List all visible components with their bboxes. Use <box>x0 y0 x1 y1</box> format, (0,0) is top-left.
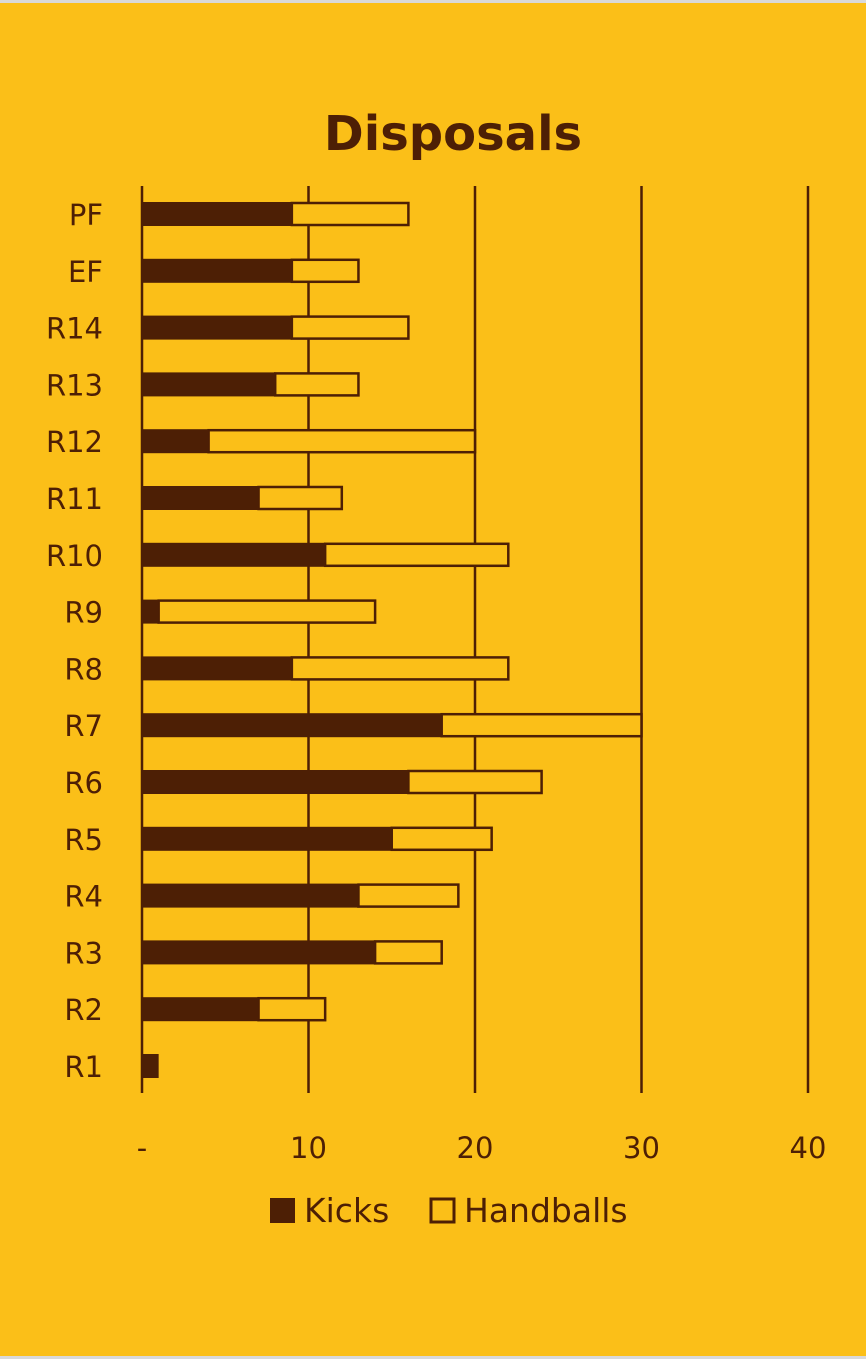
x-tick-label-0: - <box>137 1131 147 1165</box>
bar-kicks-r9 <box>142 599 159 624</box>
bars <box>142 201 643 1078</box>
category-label-r11: R11 <box>46 482 103 516</box>
bar-kicks-r13 <box>142 372 276 397</box>
bar-kicks-r12 <box>142 429 209 454</box>
bar-handballs-ef <box>290 258 360 284</box>
category-label-r3: R3 <box>64 936 103 970</box>
category-label-r1: R1 <box>64 1050 103 1084</box>
category-labels: R1 R2 R3 R4 R5 R6 R7 R8 R9 R10 R11 R12 R13 R14 EF PF <box>46 198 103 1084</box>
bar-kicks-r11 <box>142 486 259 510</box>
bar-handballs-pf <box>290 201 410 227</box>
bar-handballs-r11 <box>257 485 344 511</box>
bar-kicks-r10 <box>142 542 326 567</box>
bar-kicks-r2 <box>142 997 259 1022</box>
category-label-r2: R2 <box>64 993 103 1027</box>
x-tick-label-20: 20 <box>457 1131 494 1165</box>
bar-handballs-r2 <box>257 996 327 1022</box>
category-label-r6: R6 <box>64 766 103 800</box>
bar-handballs-r9 <box>157 599 377 624</box>
chart-title: Disposals <box>324 106 582 162</box>
bar-handballs-r3 <box>373 940 443 965</box>
x-tick-label-40: 40 <box>790 1131 827 1165</box>
bar-kicks-r14 <box>142 315 292 340</box>
category-label-pf: PF <box>69 198 103 232</box>
bar-handballs-r12 <box>207 428 477 454</box>
category-label-r12: R12 <box>46 425 103 459</box>
bar-kicks-r5 <box>142 826 392 851</box>
category-label-r7: R7 <box>64 709 103 743</box>
bar-handballs-r13 <box>273 372 360 397</box>
bar-kicks-r4 <box>142 883 359 908</box>
legend: Kicks Handballs <box>270 1191 628 1230</box>
category-label-ef: EF <box>68 255 103 289</box>
bar-handballs-r7 <box>440 712 643 738</box>
category-label-r13: R13 <box>46 368 103 402</box>
x-tick-label-10: 10 <box>290 1131 327 1165</box>
category-label-r14: R14 <box>46 312 103 346</box>
bar-handballs-r5 <box>390 826 493 852</box>
category-label-r4: R4 <box>64 880 103 914</box>
bar-kicks-r1 <box>142 1054 159 1078</box>
x-tick-labels: - 10 20 30 40 <box>137 1131 827 1165</box>
bar-handballs-r4 <box>357 883 460 908</box>
bar-kicks-pf <box>142 202 292 226</box>
bar-kicks-r8 <box>142 656 292 681</box>
bar-kicks-r7 <box>142 713 442 738</box>
legend-swatch-handballs <box>429 1197 456 1224</box>
bar-kicks-r3 <box>142 940 376 965</box>
bar-handballs-r10 <box>323 542 510 568</box>
bar-handballs-r8 <box>290 656 510 681</box>
bottom-border <box>0 1356 866 1359</box>
legend-label-handballs: Handballs <box>464 1191 628 1230</box>
category-label-r9: R9 <box>64 596 103 630</box>
bar-handballs-r14 <box>290 315 410 340</box>
bar-handballs-r6 <box>407 769 543 795</box>
x-tick-label-30: 30 <box>623 1131 660 1165</box>
category-label-r8: R8 <box>64 652 103 686</box>
legend-swatch-kicks <box>270 1198 295 1223</box>
category-label-r5: R5 <box>64 823 103 857</box>
bar-kicks-r6 <box>142 770 409 794</box>
bar-kicks-ef <box>142 258 292 283</box>
category-label-r10: R10 <box>46 539 103 573</box>
top-border <box>0 0 866 3</box>
legend-label-kicks: Kicks <box>304 1191 389 1230</box>
